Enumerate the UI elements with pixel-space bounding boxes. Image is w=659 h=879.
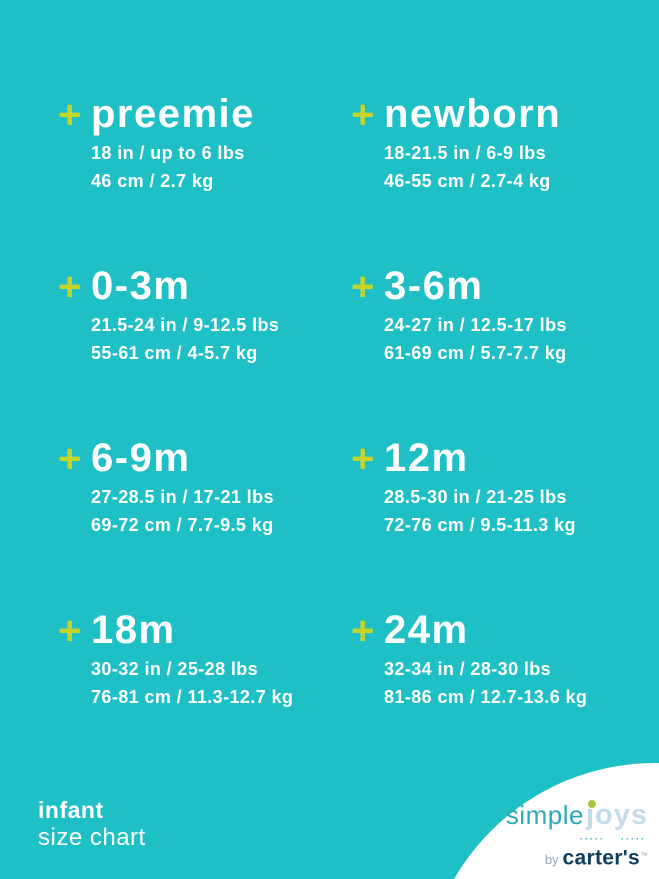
size-entry-3-6m: + 3-6m 24-27 in / 12.5-17 lbs 61-69 cm /… bbox=[351, 264, 630, 436]
size-metric: 72-76 cm / 9.5-11.3 kg bbox=[384, 515, 576, 535]
size-name: 6-9m bbox=[91, 436, 191, 480]
size-name: preemie bbox=[91, 92, 255, 136]
size-imperial: 28.5-30 in / 21-25 lbs bbox=[384, 487, 567, 507]
size-entry-preemie: + preemie 18 in / up to 6 lbs 46 cm / 2.… bbox=[58, 92, 351, 264]
dots-left: ····· bbox=[580, 834, 605, 844]
chart-title: infant size chart bbox=[38, 796, 146, 852]
size-imperial: 32-34 in / 28-30 lbs bbox=[384, 659, 552, 679]
size-name: 24m bbox=[384, 608, 469, 652]
brand-joys: joys bbox=[585, 799, 648, 831]
size-entry-6-9m: + 6-9m 27-28.5 in / 17-21 lbs 69-72 cm /… bbox=[58, 436, 351, 608]
plus-icon: + bbox=[58, 609, 82, 653]
size-metric: 69-72 cm / 7.7-9.5 kg bbox=[91, 515, 274, 535]
size-metric: 55-61 cm / 4-5.7 kg bbox=[91, 343, 258, 363]
size-heading: + newborn bbox=[351, 92, 630, 136]
size-entry-newborn: + newborn 18-21.5 in / 6-9 lbs 46-55 cm … bbox=[351, 92, 630, 264]
chart-title-bold: infant bbox=[38, 797, 104, 823]
size-name: 12m bbox=[384, 436, 469, 480]
byline-carters: carter's bbox=[562, 846, 640, 870]
size-imperial: 21.5-24 in / 9-12.5 lbs bbox=[91, 315, 280, 335]
size-heading: + 6-9m bbox=[58, 436, 351, 480]
size-heading: + 12m bbox=[351, 436, 630, 480]
size-name: 3-6m bbox=[384, 264, 484, 308]
size-entry-24m: + 24m 32-34 in / 28-30 lbs 81-86 cm / 12… bbox=[351, 608, 630, 780]
size-entry-18m: + 18m 30-32 in / 25-28 lbs 76-81 cm / 11… bbox=[58, 608, 351, 780]
size-imperial: 27-28.5 in / 17-21 lbs bbox=[91, 487, 274, 507]
size-grid: + preemie 18 in / up to 6 lbs 46 cm / 2.… bbox=[58, 92, 630, 780]
size-imperial: 18 in / up to 6 lbs bbox=[91, 143, 245, 163]
size-name: newborn bbox=[384, 92, 562, 136]
size-imperial: 24-27 in / 12.5-17 lbs bbox=[384, 315, 567, 335]
size-entry-12m: + 12m 28.5-30 in / 21-25 lbs 72-76 cm / … bbox=[351, 436, 630, 608]
size-imperial: 30-32 in / 25-28 lbs bbox=[91, 659, 259, 679]
plus-icon: + bbox=[351, 93, 375, 137]
byline-by: by bbox=[544, 852, 559, 868]
size-entry-0-3m: + 0-3m 21.5-24 in / 9-12.5 lbs 55-61 cm … bbox=[58, 264, 351, 436]
plus-icon: + bbox=[58, 437, 82, 481]
plus-icon: + bbox=[351, 609, 375, 653]
plus-icon: + bbox=[351, 437, 375, 481]
plus-icon: + bbox=[58, 93, 82, 137]
size-name: 18m bbox=[91, 608, 176, 652]
size-heading: + 18m bbox=[58, 608, 351, 652]
trademark-symbol: ™ bbox=[640, 851, 648, 860]
size-imperial: 18-21.5 in / 6-9 lbs bbox=[384, 143, 547, 163]
plus-icon: + bbox=[351, 265, 375, 309]
brand-logo: simplejoys ····· ····· by carter's™ bbox=[506, 800, 648, 870]
size-heading: + 24m bbox=[351, 608, 630, 652]
chart-title-regular: size chart bbox=[38, 824, 146, 851]
plus-icon: + bbox=[58, 265, 82, 309]
size-heading: + preemie bbox=[58, 92, 351, 136]
brand-byline: by carter's™ bbox=[506, 846, 648, 870]
size-heading: + 0-3m bbox=[58, 264, 351, 308]
logo-dotted-underline: ····· ····· bbox=[506, 834, 646, 844]
size-metric: 76-81 cm / 11.3-12.7 kg bbox=[91, 687, 294, 707]
size-metric: 61-69 cm / 5.7-7.7 kg bbox=[384, 343, 567, 363]
size-metric: 81-86 cm / 12.7-13.6 kg bbox=[384, 687, 588, 707]
dots-right: ····· bbox=[621, 834, 646, 844]
size-metric: 46 cm / 2.7 kg bbox=[91, 171, 214, 191]
size-heading: + 3-6m bbox=[351, 264, 630, 308]
size-metric: 46-55 cm / 2.7-4 kg bbox=[384, 171, 551, 191]
joys-j-dot-icon bbox=[587, 800, 596, 808]
brand-simple: simple bbox=[505, 800, 584, 830]
brand-wordmark: simplejoys bbox=[506, 800, 648, 835]
size-name: 0-3m bbox=[91, 264, 191, 308]
